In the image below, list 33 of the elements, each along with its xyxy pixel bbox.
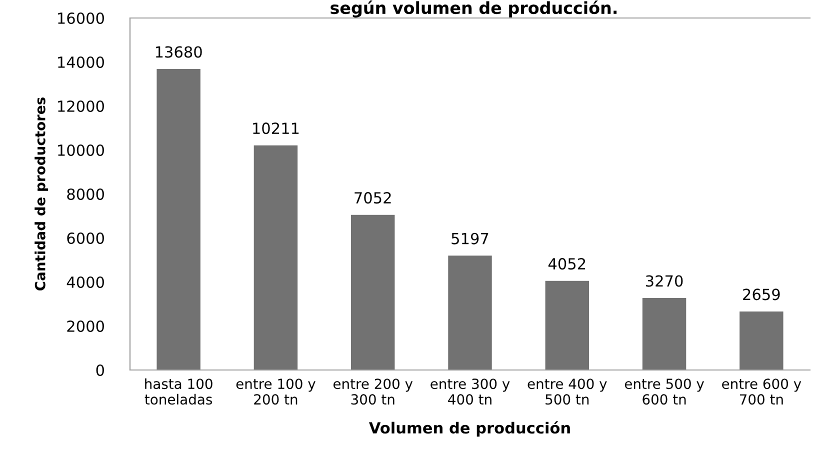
y-tick-label: 16000 — [58, 12, 104, 24]
x-tick-label: hasta 100 toneladas — [144, 378, 212, 405]
y-tick-label: 4000 — [66, 276, 104, 288]
data-label: 13680 — [156, 46, 202, 58]
data-label: 5197 — [452, 232, 488, 244]
y-axis-title: Cantidad de productores — [34, 98, 48, 290]
x-tick-label: entre 100 y 200 tn — [236, 378, 316, 405]
bar — [448, 256, 492, 370]
x-tick-label: entre 600 y 700 tn — [722, 378, 802, 405]
x-tick-label: entre 200 y 300 tn — [333, 378, 413, 405]
data-label: 4052 — [548, 258, 586, 270]
y-tick-label: 0 — [96, 364, 104, 376]
y-tick-label: 12000 — [58, 100, 104, 112]
x-tick-label: entre 400 y 500 tn — [528, 378, 607, 405]
bar — [545, 280, 589, 370]
x-tick-label: entre 500 y 600 tn — [624, 378, 704, 405]
data-label: 3270 — [646, 275, 683, 287]
y-tick-label: 10000 — [58, 144, 104, 156]
data-label: 10211 — [253, 122, 299, 134]
y-tick-label: 8000 — [67, 188, 104, 200]
chart-title: según volumen de producción. — [330, 0, 617, 18]
x-tick-label: entre 300 y 400 tn — [430, 378, 510, 405]
y-tick-label: 14000 — [58, 56, 104, 68]
y-tick-label: 2000 — [67, 320, 104, 332]
bar — [351, 214, 395, 370]
x-axis-title: Volumen de producción — [368, 421, 570, 437]
bar — [642, 298, 686, 370]
bar — [156, 69, 200, 370]
data-label: 2659 — [743, 288, 780, 300]
y-tick-label: 6000 — [67, 232, 104, 244]
data-label: 7052 — [354, 192, 391, 204]
bar — [254, 145, 298, 370]
bar — [740, 312, 784, 370]
